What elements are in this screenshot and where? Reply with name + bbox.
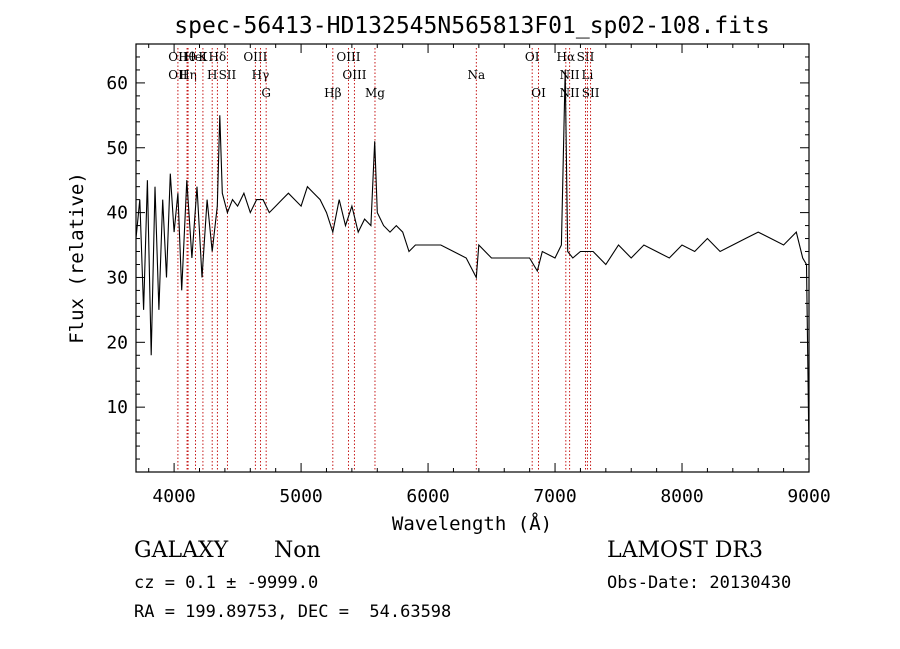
line-label: K — [198, 50, 208, 64]
x-axis: 4000 5000 6000 7000 8000 9000 — [148, 44, 831, 507]
coordinates: RA = 199.89753, DEC = 54.63598 — [134, 602, 452, 622]
line-label: OIII — [342, 68, 366, 82]
plot-frame — [135, 43, 810, 473]
line-label: NII — [560, 68, 580, 82]
x-tick-label: 8000 — [660, 486, 703, 507]
survey-label: LAMOST DR3 — [607, 538, 763, 563]
redshift-line: cz = 0.1 ± -9999.0 — [134, 573, 319, 593]
line-label: OII — [168, 68, 188, 82]
line-label: HeI — [184, 50, 207, 64]
line-label: G — [261, 86, 271, 100]
line-label: H — [207, 68, 217, 82]
y-axis: 10 20 30 40 50 60 — [106, 56, 809, 460]
y-tick-label: 30 — [106, 267, 128, 288]
line-label: Li — [582, 68, 594, 82]
line-label: NII — [560, 86, 580, 100]
y-tick-label: 50 — [106, 138, 128, 159]
x-axis-label: Wavelength (Å) — [392, 512, 552, 535]
line-label: OII — [168, 50, 188, 64]
obs-date: Obs-Date: 20130430 — [607, 573, 792, 593]
line-label: Hγ — [252, 68, 270, 82]
spectrum-series — [135, 69, 810, 453]
line-label: SII — [582, 86, 600, 100]
line-label: OI — [525, 50, 540, 64]
line-label: SII — [219, 68, 237, 82]
y-axis-label: Flux (relative) — [66, 172, 88, 344]
y-tick-label: 40 — [106, 203, 128, 224]
x-tick-label: 7000 — [533, 486, 576, 507]
line-label: Hβ — [324, 86, 341, 100]
line-label: Hα — [557, 50, 576, 64]
x-tick-label: 9000 — [787, 486, 830, 507]
y-tick-label: 60 — [106, 73, 128, 94]
line-label: OI — [531, 86, 546, 100]
line-label: Hη — [179, 68, 197, 82]
line-label: Mg — [365, 86, 385, 100]
x-tick-label: 4000 — [152, 486, 195, 507]
line-label: OIII — [243, 50, 267, 64]
x-tick-label: 6000 — [406, 486, 449, 507]
line-label: Na — [467, 68, 485, 82]
line-label: OIII — [336, 50, 360, 64]
line-label: Hδ — [209, 50, 227, 64]
series-line-0 — [135, 69, 810, 453]
chart-title: spec-56413-HD132545N565813F01_sp02-108.f… — [174, 13, 769, 39]
x-tick-label: 5000 — [279, 486, 322, 507]
object-subclass: Non — [274, 538, 321, 563]
y-tick-label: 10 — [106, 397, 128, 418]
y-tick-label: 20 — [106, 332, 128, 353]
line-label: Hθ — [178, 50, 196, 64]
line-label: SII — [577, 50, 595, 64]
object-class: GALAXY — [134, 538, 229, 563]
